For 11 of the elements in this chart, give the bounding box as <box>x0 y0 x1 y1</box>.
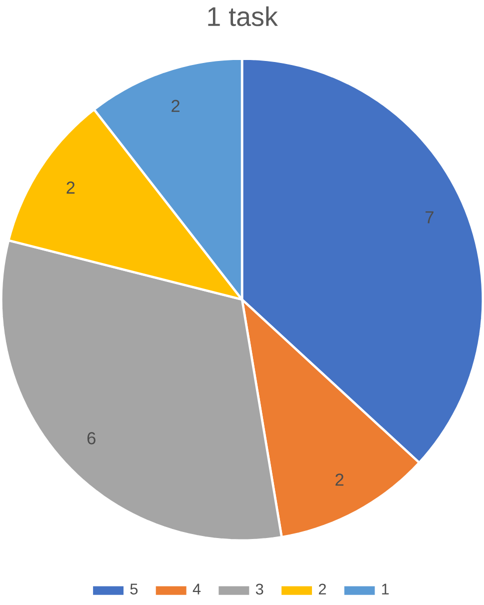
legend-label: 2 <box>318 584 326 594</box>
data-label: 6 <box>87 432 96 444</box>
data-label: 2 <box>336 474 344 486</box>
data-label: 2 <box>66 182 75 194</box>
data-label: 7 <box>426 211 434 224</box>
legend-label: 5 <box>130 584 138 595</box>
data-label: 2 <box>172 100 180 112</box>
legend-label: 4 <box>192 584 201 594</box>
legend-label: 3 <box>256 584 264 595</box>
legend-label: 1 <box>382 584 389 594</box>
chart-title: 1 task <box>208 6 278 26</box>
